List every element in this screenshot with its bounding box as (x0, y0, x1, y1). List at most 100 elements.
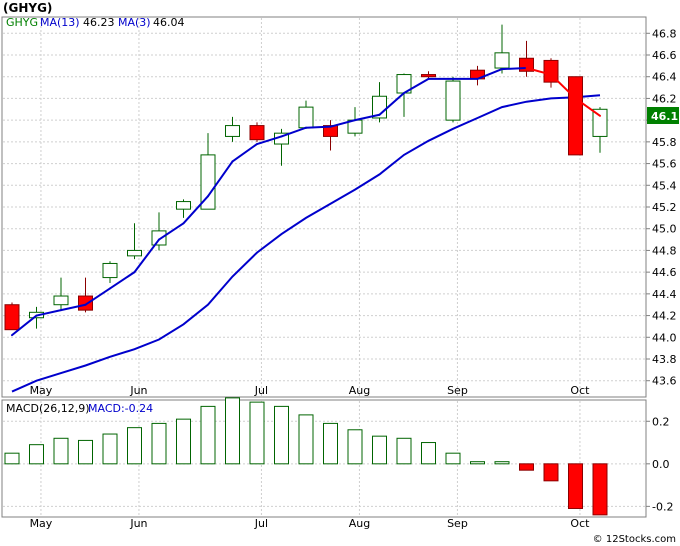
price-axis: 43.6 43.8 44.0 44.2 44.4 44.6 44.8 45.0 45.2 45.4… (646, 27, 677, 388)
candle-up (151, 212, 167, 251)
price-tick-label: 45.2 (652, 201, 677, 214)
ma3-segment (182, 195, 209, 225)
candle-body (176, 201, 191, 210)
candle-up (298, 100, 314, 129)
price-tick-label: 44.6 (652, 266, 677, 279)
price-legend: GHYG MA(13) 46.23 MA(3) 46.04 (6, 16, 185, 29)
candle-down (470, 65, 485, 86)
candle-body (127, 249, 142, 257)
candle-down (323, 120, 338, 151)
macd-tick-label: -0.2 (652, 500, 673, 513)
candle-up (396, 73, 412, 117)
candle-up (176, 199, 191, 218)
macd-legend-label: MACD(26,12,9) (6, 402, 90, 415)
macd-bar-positive (421, 442, 436, 465)
bottom-month-label: Aug (349, 517, 370, 530)
ma13-layer (11, 94, 601, 393)
price-tick-label: 45.4 (652, 179, 677, 192)
legend-ma13-label: MA(13) (40, 16, 80, 29)
ma3-segment (60, 303, 87, 312)
price-tick-label: 46.2 (652, 92, 677, 105)
candle-down (519, 40, 534, 77)
price-month-label: Aug (349, 384, 370, 397)
candle-body (568, 76, 583, 156)
macd-tick-label: 0.0 (652, 458, 670, 471)
candle-down (78, 277, 93, 313)
candle-up (225, 116, 240, 142)
macd-bar-positive (274, 405, 289, 465)
price-tick-label: 45.0 (652, 223, 677, 236)
candle-up (494, 24, 510, 74)
ma3-layer (11, 67, 601, 337)
price-tick-label: 44.4 (652, 288, 677, 301)
macd-bar-positive (78, 439, 93, 465)
candle-down (4, 302, 20, 331)
price-tick-label: 43.8 (652, 353, 677, 366)
candle-up (102, 261, 118, 283)
ma3-segment (550, 73, 577, 100)
macd-bar-positive (470, 461, 485, 465)
candle-up (53, 277, 69, 311)
price-tick-label: 46.4 (652, 71, 677, 84)
price-panel: 43.6 43.8 44.0 44.2 44.4 44.6 44.8 45.0 45.2 45.4… (1, 16, 679, 398)
bottom-time-axis: May Jun Jul Aug Sep Oct (30, 517, 591, 530)
ma3-segment (354, 113, 381, 122)
macd-bar-negative (543, 463, 559, 482)
price-month-label: Sep (447, 384, 468, 397)
ma3-segment (35, 309, 62, 317)
ma3-segment (501, 67, 528, 71)
price-tick-label: 45.8 (652, 136, 677, 149)
price-month-label: Oct (570, 384, 590, 397)
macd-bar-positive (298, 414, 314, 465)
ma3-segment (525, 67, 552, 76)
macd-bar-positive (249, 401, 265, 465)
macd-bar-positive (176, 418, 191, 465)
candle-down (421, 71, 436, 79)
macd-bar-positive (102, 433, 118, 465)
candle-down (568, 76, 583, 156)
price-month-label: Jun (129, 384, 147, 397)
candle-body (249, 125, 265, 141)
macd-axis: -0.2 0.0 0.2 (646, 415, 673, 513)
candle-up (127, 223, 142, 260)
macd-bar-positive (445, 452, 461, 465)
macd-bar-positive (29, 444, 44, 465)
ma3-segment (256, 135, 283, 146)
ma3-segment (109, 271, 136, 290)
price-tick-label: 46.6 (652, 49, 677, 62)
legend-ma13-value: 46.23 (83, 16, 115, 29)
legend-ma3-value: 46.04 (153, 16, 185, 29)
ma3-segment (158, 222, 185, 241)
macd-bars (4, 397, 608, 516)
candle-up (445, 76, 461, 123)
ma3-segment (11, 314, 38, 337)
ma3-segment (329, 119, 356, 128)
legend-symbol: GHYG (6, 16, 38, 29)
bottom-month-label: May (30, 517, 53, 530)
candle-body (421, 74, 436, 78)
macd-bar-positive (225, 397, 240, 465)
price-tick-label: 44.8 (652, 244, 677, 257)
copyright-notice: © 12Stocks.com (593, 534, 676, 545)
macd-bar-positive (151, 422, 167, 465)
ma3-segment (133, 238, 160, 274)
candlesticks (4, 24, 608, 331)
macd-bar-negative (592, 463, 608, 516)
macd-panel: -0.2 0.0 0.2 MACD(26,12,9) MACD:-0.24 (1, 397, 673, 518)
bottom-month-label: Oct (570, 517, 590, 530)
macd-panel-frame (1, 399, 647, 518)
macd-bar-positive (53, 437, 69, 465)
candle-body (200, 154, 216, 210)
chart-title: (GHYG) (3, 1, 52, 15)
bottom-month-label: Sep (447, 517, 468, 530)
ma3-segment (207, 160, 234, 198)
macd-bar-positive (347, 429, 363, 465)
price-tick-label: 45.6 (652, 158, 677, 171)
macd-legend-value: MACD:-0.24 (88, 402, 153, 415)
bottom-month-label: Jun (129, 517, 147, 530)
ma3-segment (476, 68, 503, 80)
last-price-value: 46.1 (651, 110, 678, 123)
last-price-badge: 46.1 (647, 107, 679, 124)
macd-bar-positive (323, 422, 338, 465)
